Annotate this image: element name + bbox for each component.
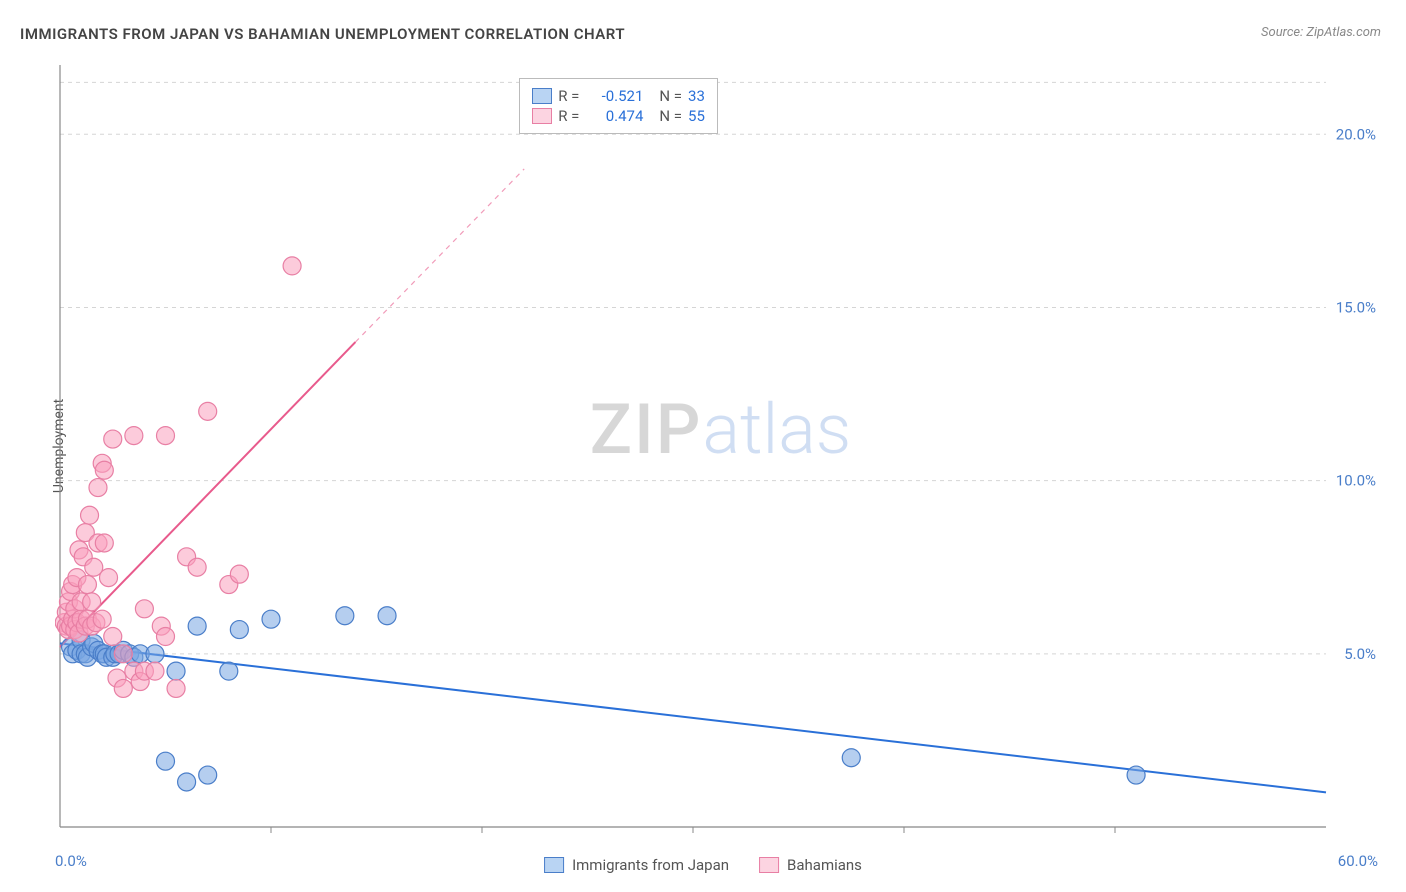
legend-swatch <box>544 857 564 873</box>
svg-text:5.0%: 5.0% <box>1344 645 1376 663</box>
legend-label: Immigrants from Japan <box>572 856 729 874</box>
stats-box: R = -0.521 N = 33 R = 0.474 N = 55 <box>519 78 718 134</box>
stats-row: R = -0.521 N = 33 <box>532 87 705 105</box>
svg-text:10.0%: 10.0% <box>1336 472 1376 490</box>
stats-swatch <box>532 88 552 104</box>
svg-text:20.0%: 20.0% <box>1336 125 1376 143</box>
n-value: 33 <box>688 87 705 105</box>
r-value: -0.521 <box>585 87 643 105</box>
r-value: 0.474 <box>585 107 643 125</box>
legend-swatch <box>759 857 779 873</box>
legend-label: Bahamians <box>787 856 862 874</box>
n-label: N = <box>659 87 682 105</box>
n-value: 55 <box>688 107 705 125</box>
r-label: R = <box>558 87 579 105</box>
source-label: Source: ZipAtlas.com <box>1261 25 1381 40</box>
chart-container: IMMIGRANTS FROM JAPAN VS BAHAMIAN UNEMPL… <box>0 0 1406 892</box>
x-axis-min-label: 0.0% <box>55 852 87 870</box>
stats-row: R = 0.474 N = 55 <box>532 107 705 125</box>
stats-swatch <box>532 108 552 124</box>
chart-title: IMMIGRANTS FROM JAPAN VS BAHAMIAN UNEMPL… <box>20 25 625 43</box>
legend-item: Bahamians <box>759 856 862 874</box>
x-axis-max-label: 60.0% <box>1338 852 1378 870</box>
chart-svg: 5.0% 10.0% 15.0% 20.0% <box>55 55 1386 837</box>
n-label: N = <box>659 107 682 125</box>
legend: Immigrants from Japan Bahamians <box>544 856 862 874</box>
r-label: R = <box>558 107 579 125</box>
legend-item: Immigrants from Japan <box>544 856 729 874</box>
plot-area: 5.0%10.0%15.0%20.0% ZIPatlas R =-0.521N … <box>55 55 1386 837</box>
svg-text:15.0%: 15.0% <box>1336 298 1376 316</box>
